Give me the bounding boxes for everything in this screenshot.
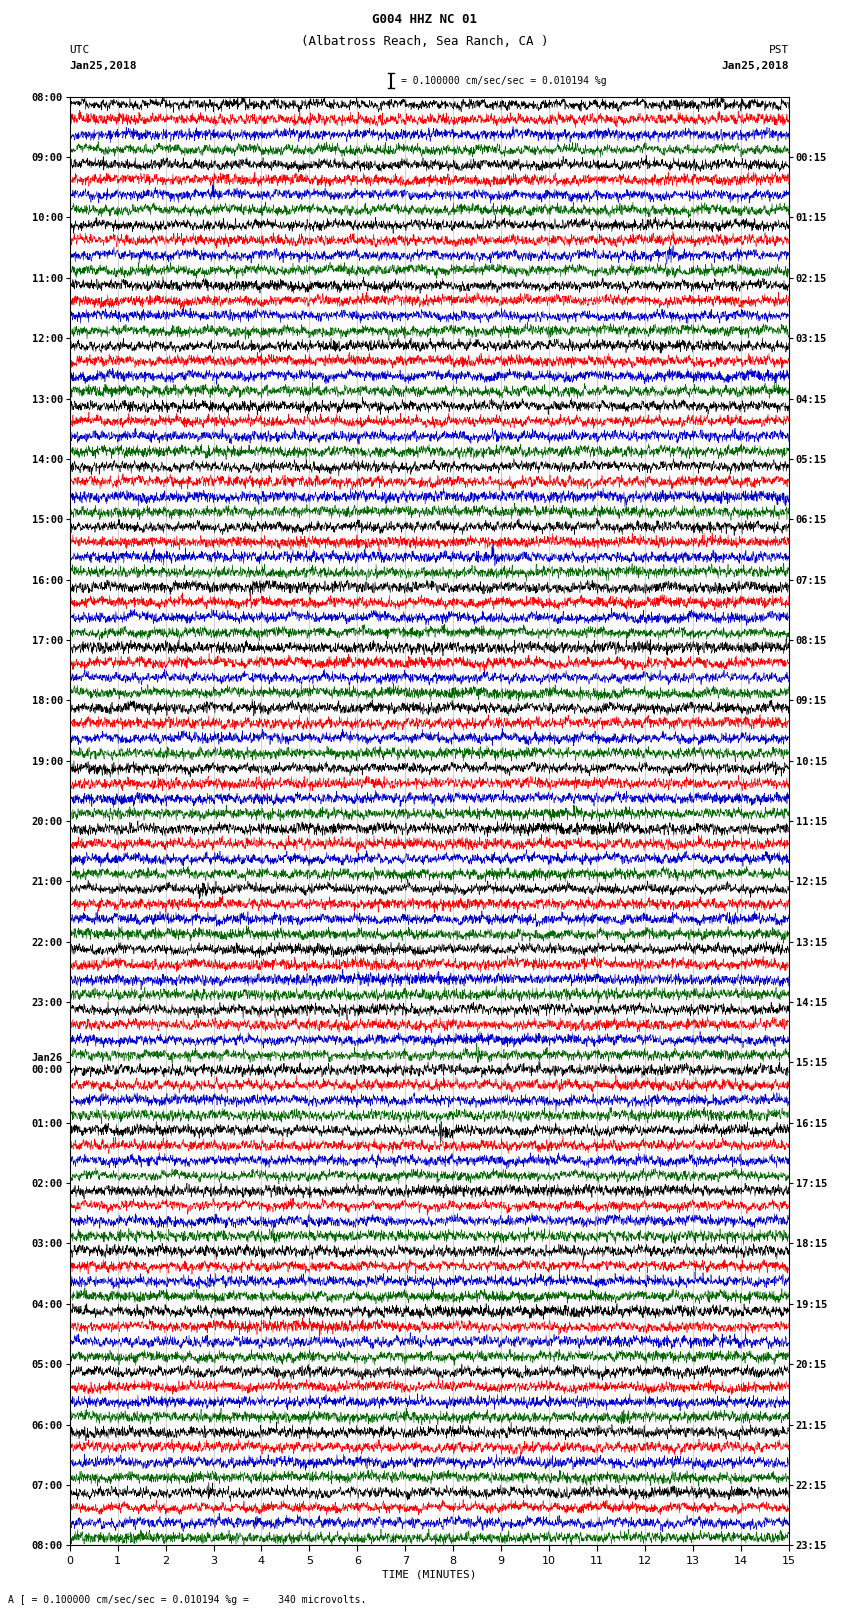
- Text: G004 HHZ NC 01: G004 HHZ NC 01: [372, 13, 478, 26]
- Text: Jan25,2018: Jan25,2018: [70, 61, 137, 71]
- Text: (Albatross Reach, Sea Ranch, CA ): (Albatross Reach, Sea Ranch, CA ): [301, 35, 549, 48]
- Text: = 0.100000 cm/sec/sec = 0.010194 %g: = 0.100000 cm/sec/sec = 0.010194 %g: [401, 76, 607, 85]
- Text: PST: PST: [768, 45, 789, 55]
- Text: Jan25,2018: Jan25,2018: [722, 61, 789, 71]
- Text: UTC: UTC: [70, 45, 90, 55]
- X-axis label: TIME (MINUTES): TIME (MINUTES): [382, 1569, 477, 1579]
- Text: A [ = 0.100000 cm/sec/sec = 0.010194 %g =     340 microvolts.: A [ = 0.100000 cm/sec/sec = 0.010194 %g …: [8, 1595, 367, 1605]
